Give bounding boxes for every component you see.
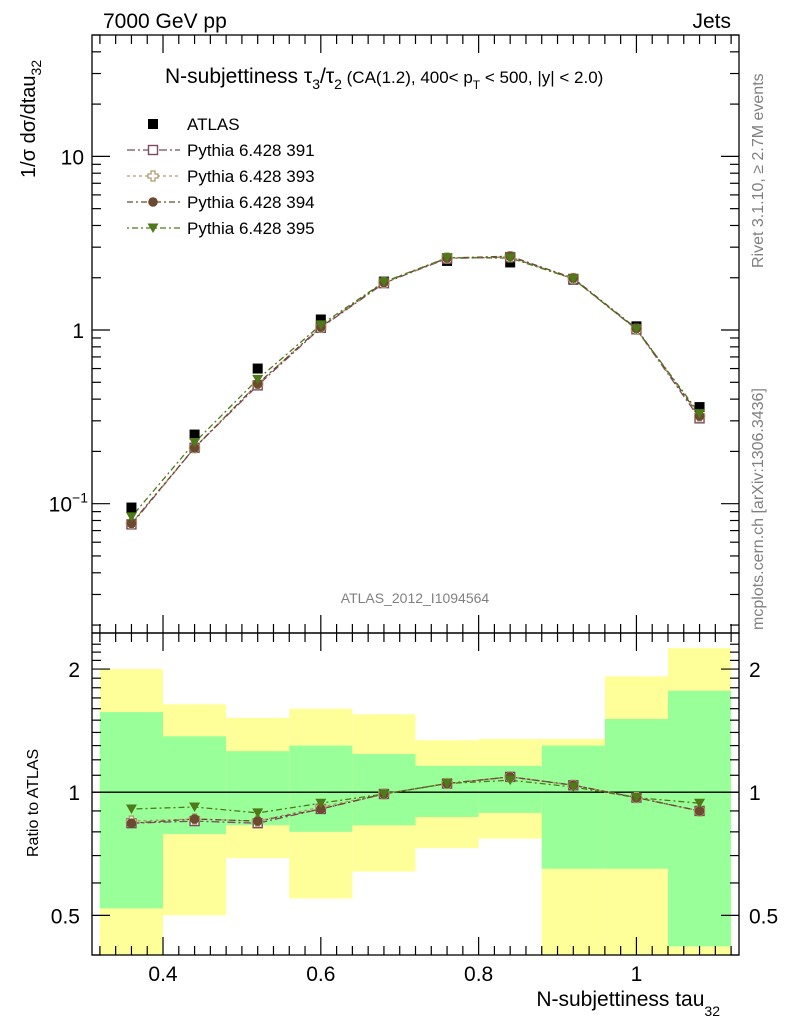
- ratio-point-py395: [441, 779, 453, 789]
- rivet-label: Rivet 3.1.10, ≥ 2.7M events: [750, 73, 767, 268]
- ratio-y-tick-label: 1: [68, 782, 80, 805]
- legend-marker-py395: [147, 223, 159, 233]
- legend-label-py395: Pythia 6.428 395: [187, 219, 315, 238]
- ratio-point-py395: [125, 804, 137, 814]
- point-py395: [315, 320, 327, 330]
- point-py395: [504, 253, 516, 263]
- point-py395: [252, 374, 264, 385]
- point-data: [315, 314, 326, 325]
- legend: ATLAS Pythia 6.428 391 Pythia 6.428 393 Pyt…: [127, 115, 315, 238]
- ratio-line-py395: [131, 779, 700, 814]
- ratio-line-py394: [131, 776, 700, 824]
- chart-title: N-subjettiness τ3/τ2 (CA(1.2), 400< pT <…: [165, 65, 603, 92]
- analysis-label: ATLAS_2012_I1094564: [341, 590, 490, 606]
- ratio-point-py395: [694, 798, 706, 809]
- band-inner: [289, 745, 353, 832]
- x-tick-label: 0.6: [306, 963, 335, 986]
- ratio-y-tick-label-right: 0.5: [749, 905, 778, 928]
- legend-marker-data: [148, 119, 158, 129]
- band-inner: [667, 690, 732, 947]
- ratio-y-tick-label: 0.5: [51, 905, 80, 928]
- point-py395: [694, 409, 706, 419]
- point-py395: [630, 324, 642, 335]
- point-py394: [126, 518, 137, 529]
- band-inner: [415, 765, 479, 817]
- ratio-y-tick-label: 2: [68, 659, 80, 682]
- point-py395: [441, 253, 453, 263]
- ratio-point-py395: [567, 782, 579, 792]
- point-py395: [189, 438, 201, 448]
- point-data: [189, 429, 200, 440]
- series-line-py393: [131, 256, 701, 524]
- series-line-py395: [131, 257, 701, 518]
- ratio-point-py394: [316, 804, 326, 814]
- x-tick-label: 0.8: [464, 963, 493, 986]
- ratio-point-py394: [189, 814, 200, 824]
- main-y-axis-label: 1/σ dσ/dtau32: [18, 60, 44, 178]
- y-tick-label: 10: [61, 146, 84, 169]
- ratio-point-py395: [252, 808, 264, 818]
- point-py395: [125, 512, 137, 522]
- ratio-point-py394: [694, 806, 705, 816]
- point-py395: [378, 277, 390, 288]
- ratio-point-py394: [126, 818, 137, 828]
- header-energy: 7000 GeV pp: [103, 10, 227, 33]
- ratio-point-py395: [315, 798, 327, 809]
- ratio-point-py395: [378, 789, 390, 799]
- point-data: [252, 363, 263, 374]
- mcplots-label: mcplots.cern.ch [arXiv:1306.3436]: [750, 388, 767, 630]
- ratio-point-py394: [252, 816, 263, 826]
- legend-marker-py393: [147, 170, 159, 182]
- point-data: [126, 502, 137, 513]
- band-inner: [541, 745, 605, 869]
- ratio-point-py395: [630, 793, 642, 803]
- legend-marker-py394: [148, 197, 158, 207]
- legend-label-py391: Pythia 6.428 391: [187, 141, 315, 160]
- y-tick-label: 1: [72, 320, 84, 343]
- x-tick-label: 1: [631, 963, 643, 986]
- legend-label-data: ATLAS: [187, 115, 240, 134]
- point-py395: [567, 274, 579, 284]
- ratio-panel: 0.5 0.5 1 1 2 2 0.4 0.6 0.8 1: [51, 632, 778, 986]
- ratio-y-axis-label: Ratio to ATLAS: [25, 749, 42, 857]
- ratio-point-py395: [504, 775, 516, 786]
- point-py394: [189, 442, 200, 453]
- point-data: [694, 402, 705, 413]
- ratio-y-tick-label-right: 1: [749, 782, 761, 805]
- header-process: Jets: [692, 10, 731, 33]
- legend-label-py394: Pythia 6.428 394: [187, 193, 315, 212]
- series-line-py391: [130, 256, 701, 525]
- ratio-y-tick-label-right: 2: [749, 659, 761, 682]
- legend-marker-py391: [147, 144, 159, 156]
- x-axis-label: N-subjettiness tau32: [536, 988, 720, 1019]
- main-panel: 10−1 1 10: [49, 34, 740, 634]
- series-line-py394: [131, 255, 701, 524]
- x-tick-label: 0.4: [148, 963, 178, 986]
- legend-label-py393: Pythia 6.428 393: [187, 167, 315, 186]
- ratio-point-py395: [189, 802, 201, 813]
- y-tick-label: 10−1: [49, 490, 89, 517]
